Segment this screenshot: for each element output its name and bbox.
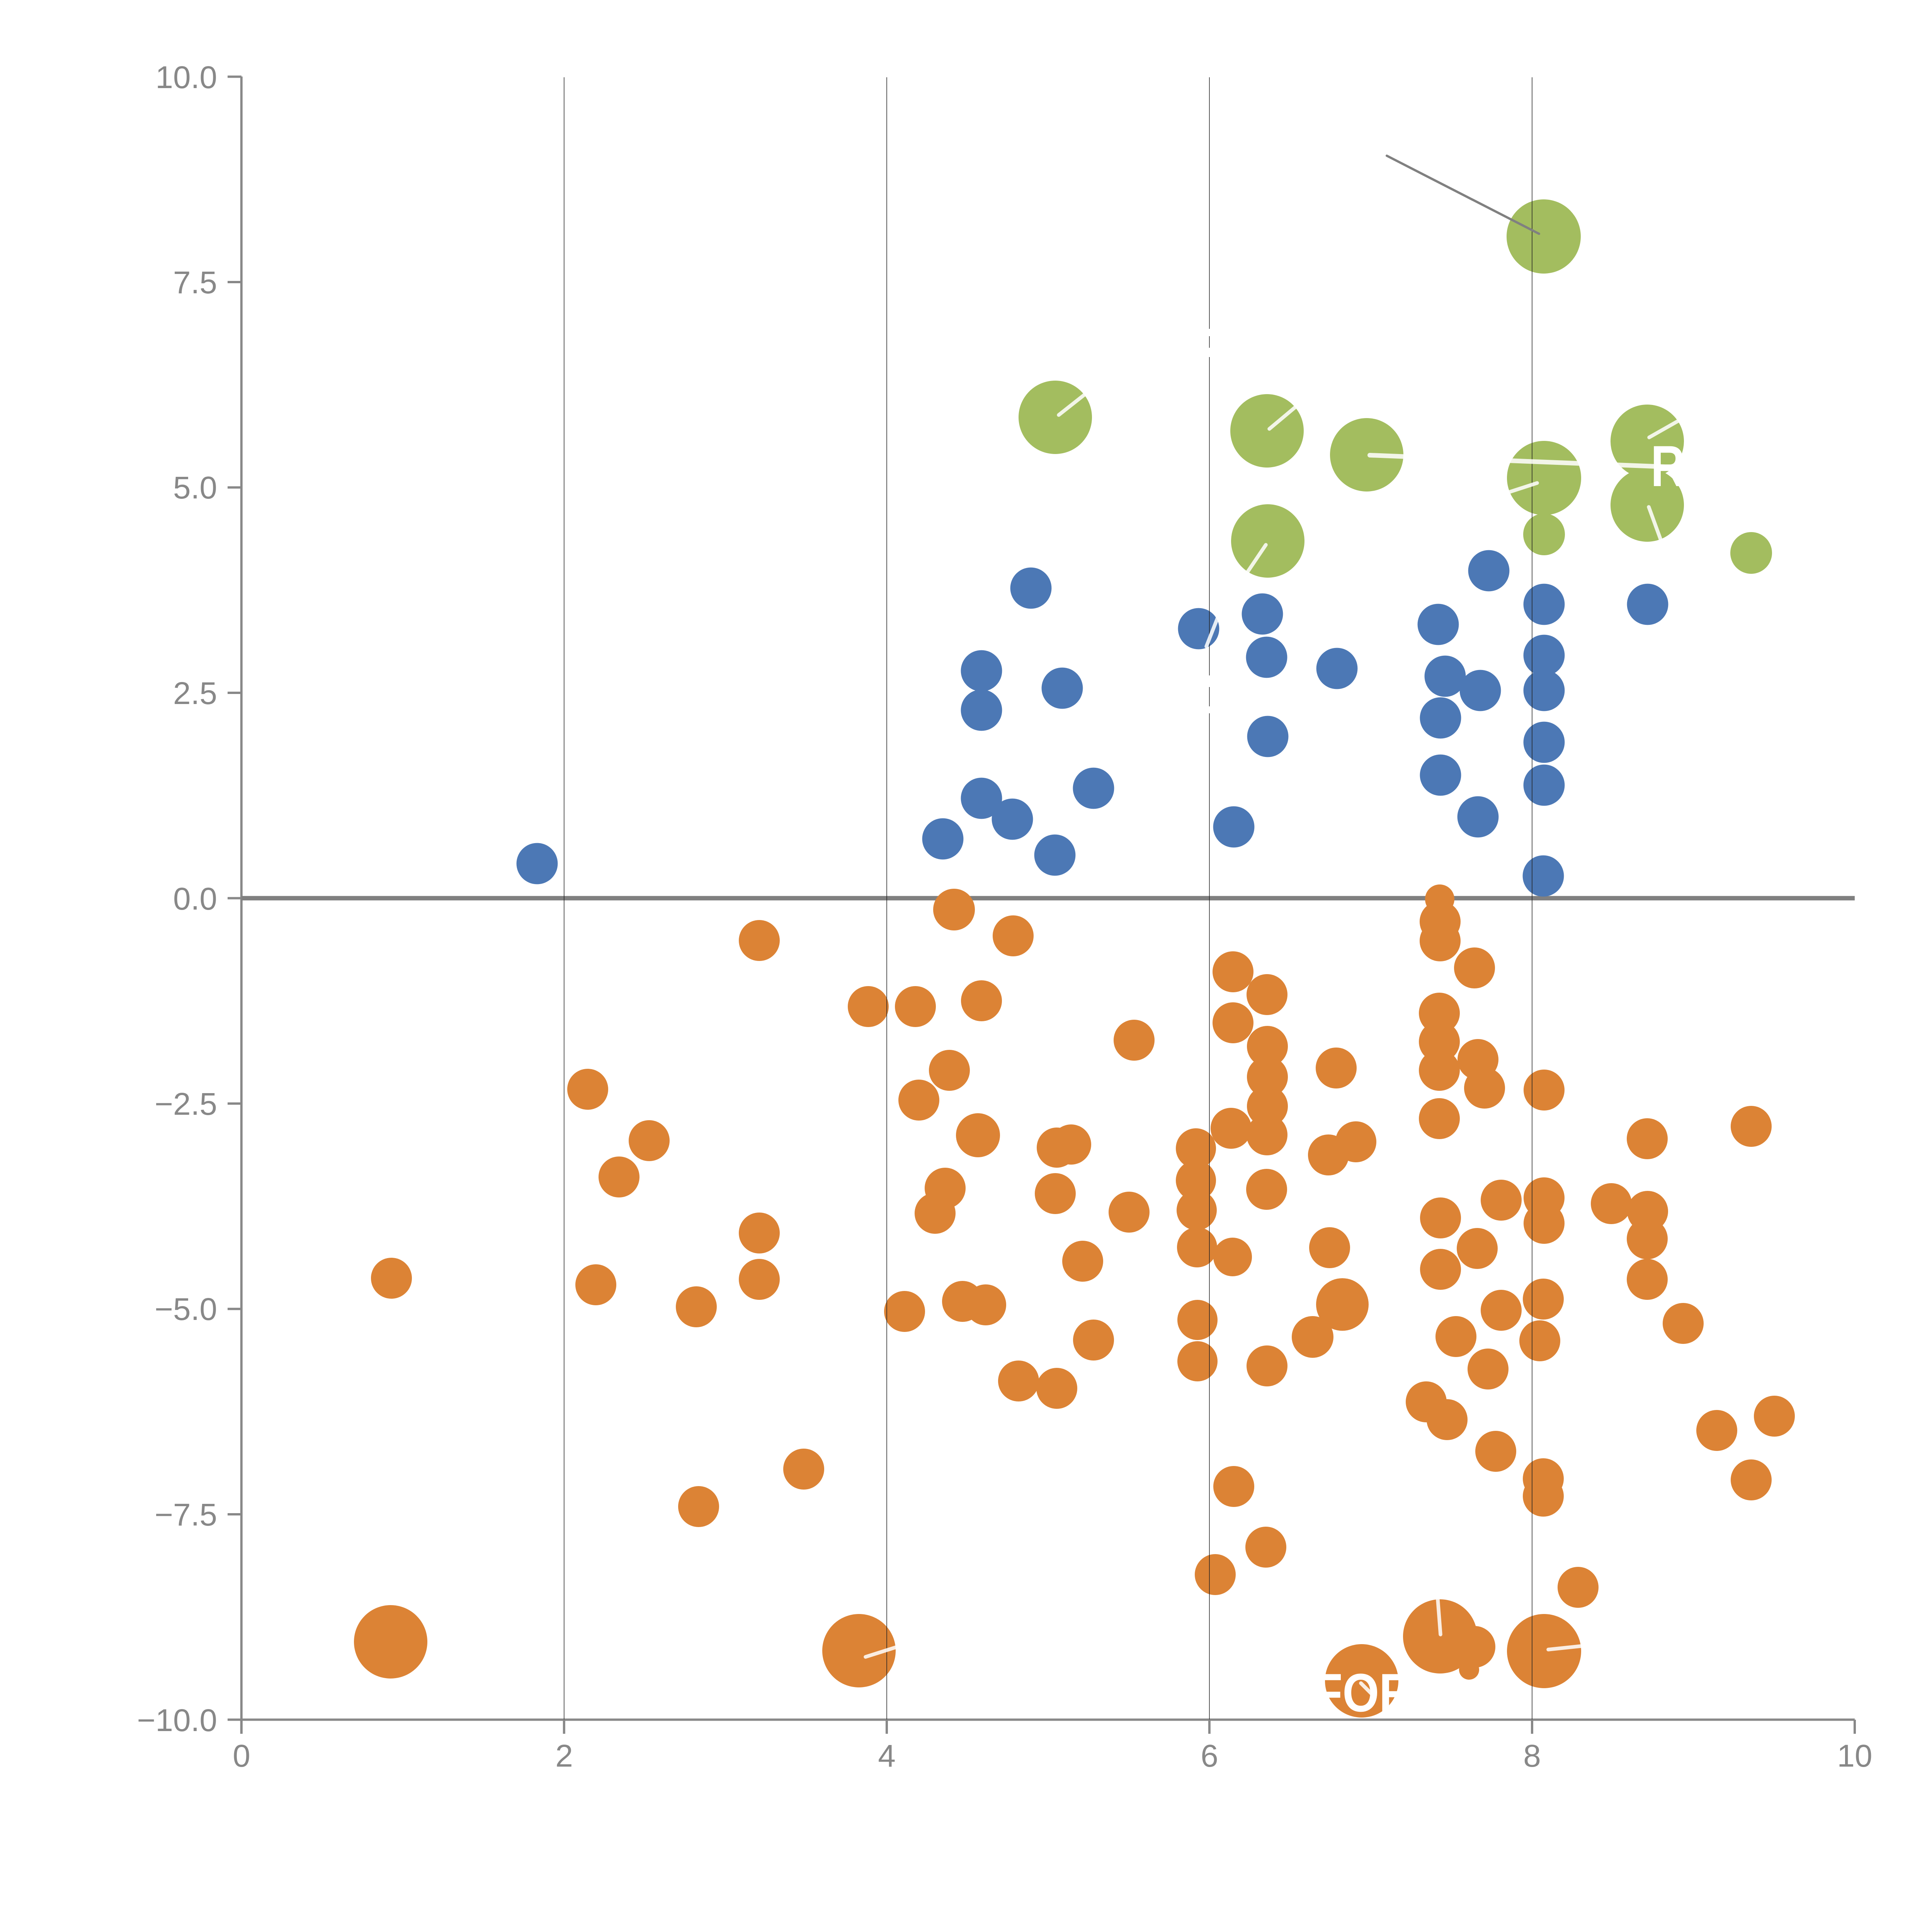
svg-text:−2.5: −2.5 bbox=[155, 1087, 217, 1122]
svg-text:−5.0: −5.0 bbox=[155, 1292, 217, 1327]
svg-text:4: 4 bbox=[878, 1738, 896, 1774]
svg-text:5.0: 5.0 bbox=[173, 470, 217, 505]
svg-text:6: 6 bbox=[1201, 1738, 1218, 1774]
svg-text:−7.5: −7.5 bbox=[155, 1497, 217, 1532]
svg-text:2: 2 bbox=[555, 1738, 573, 1774]
svg-text:−10.0: −10.0 bbox=[137, 1703, 217, 1738]
svg-text:0: 0 bbox=[233, 1738, 250, 1774]
svg-text:FOR: FOR bbox=[1314, 1662, 1413, 1723]
svg-text:7.5: 7.5 bbox=[173, 265, 217, 300]
svg-text:10.0: 10.0 bbox=[155, 60, 217, 95]
svg-text:10: 10 bbox=[1837, 1738, 1872, 1774]
svg-text:0.0: 0.0 bbox=[173, 881, 217, 917]
svg-text:R: R bbox=[1651, 434, 1685, 498]
svg-text:2.5: 2.5 bbox=[173, 676, 217, 711]
svg-text:8: 8 bbox=[1523, 1738, 1541, 1774]
